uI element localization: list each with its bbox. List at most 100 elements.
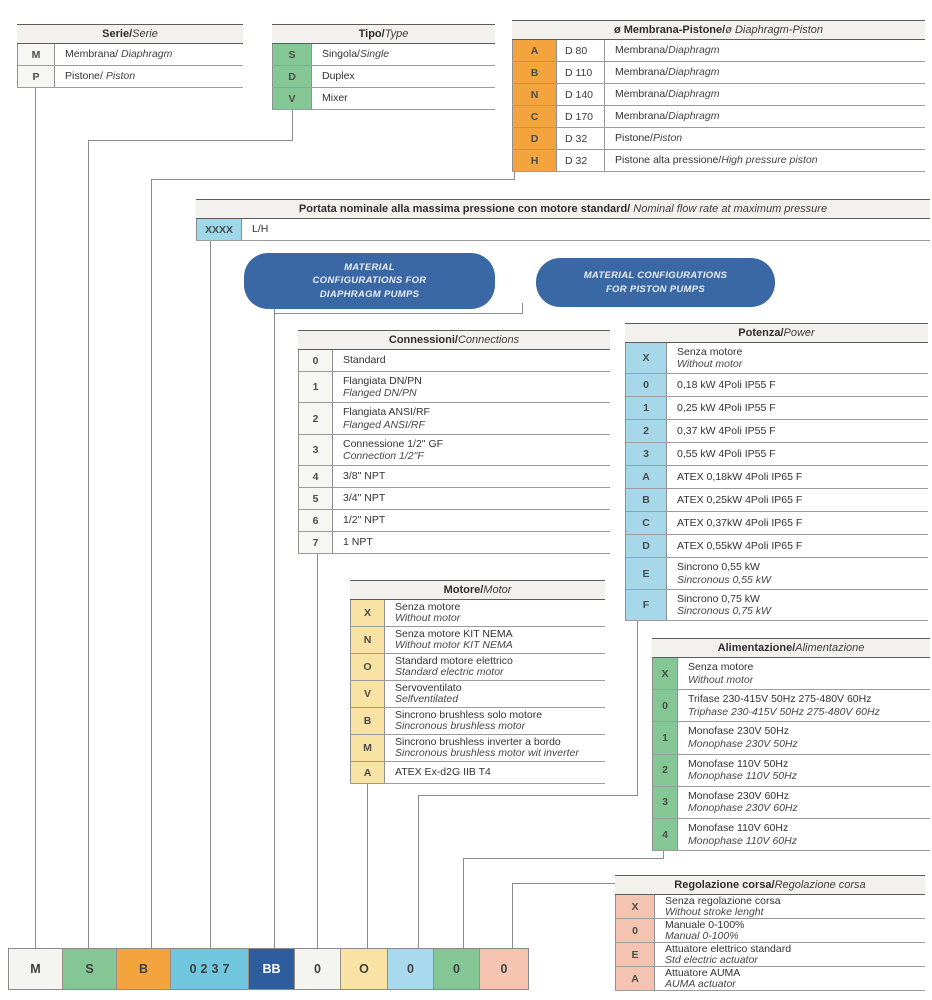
table-row: 0 Trifase 230-415V 50Hz 275-480V 60Hz Tr…	[652, 690, 930, 723]
example-code-cell: B	[117, 949, 171, 989]
connector-line	[151, 179, 515, 180]
connector-line	[88, 140, 89, 948]
code-cell: C	[625, 512, 667, 535]
description-cell: ATEX 0,18kW 4Poli IP65 F	[677, 471, 803, 484]
table-row: A D 80 Membrana/Diaphragm	[512, 40, 925, 62]
description-cell: L/H	[252, 223, 269, 236]
code-cell: H	[512, 150, 557, 171]
code-cell: 4	[298, 466, 333, 488]
code-cell: D	[625, 535, 667, 558]
example-code-value: 0	[407, 962, 414, 976]
code-cell: A	[350, 762, 385, 784]
example-code-cell: O	[341, 949, 388, 989]
description-cell: 1/2" NPT	[343, 514, 386, 527]
table-row: 5 3/4" NPT	[298, 488, 610, 511]
description-cell: Pistone alta pressione/High pressure pis…	[615, 154, 818, 167]
connector-line	[463, 858, 464, 948]
description-cell: Monofase 230V 60Hz Monophase 230V 60Hz	[688, 789, 798, 815]
table-row: 2 0,37 kW 4Poli IP55 F	[625, 420, 928, 444]
table-row: B ATEX 0,25kW 4Poli IP65 F	[625, 489, 928, 513]
table-row: B D 110 Membrana/Diaphragm	[512, 62, 925, 84]
description-cell: ATEX 0,55kW 4Poli IP65 F	[677, 540, 803, 553]
table-row: F Sincrono 0,75 kW Sincronous 0,75 kW	[625, 589, 928, 622]
connector-line	[317, 552, 318, 948]
code-cell: A	[615, 967, 655, 990]
table-row: D ATEX 0,55kW 4Poli IP65 F	[625, 535, 928, 559]
connector-line	[151, 179, 152, 948]
table-row: 4 3/8" NPT	[298, 466, 610, 489]
description-cell: Senza regolazione corsa Without stroke l…	[665, 895, 781, 918]
table-row: 7 1 NPT	[298, 532, 610, 555]
example-code-cell: 0	[295, 949, 341, 989]
code-cell: 4	[652, 818, 678, 851]
code-cell: 1	[652, 722, 678, 754]
table-stroke-adjustment-header: Regolazione corsa/Regolazione corsa	[615, 875, 925, 895]
description-cell: Sincrono brushless inverter a bordo Sinc…	[395, 736, 579, 760]
table-row: X Senza motore Without motor	[625, 343, 928, 375]
table-row: 3 0,55 kW 4Poli IP55 F	[625, 443, 928, 467]
description-cell: ATEX Ex-d2G IIB T4	[395, 766, 491, 779]
connector-line	[512, 883, 616, 884]
connector-line	[418, 795, 419, 948]
table-motor: Motore/Motor X Senza motore Without moto…	[350, 580, 605, 785]
example-code-cell: 0	[434, 949, 480, 989]
description-cell: Monofase 110V 50Hz Monophase 110V 50Hz	[688, 757, 797, 783]
table-row: B Sincrono brushless solo motore Sincron…	[350, 708, 605, 736]
code-cell: 0	[298, 350, 333, 371]
size-cell: D 32	[557, 128, 605, 149]
table-row: O Standard motore elettrico Standard ele…	[350, 654, 605, 682]
connector-line	[210, 234, 211, 948]
description-cell: 0,18 kW 4Poli IP55 F	[677, 379, 776, 392]
example-code-value: BB	[262, 962, 281, 976]
table-row: E Attuatore elettrico standard Std elect…	[615, 943, 925, 967]
table-tipo: Tipo/Type S Singola/Single D Duplex V	[272, 24, 495, 110]
table-row: 3 Monofase 230V 60Hz Monophase 230V 60Hz	[652, 786, 930, 819]
size-cell: D 80	[557, 40, 605, 61]
table-tipo-header: Tipo/Type	[272, 24, 495, 44]
code-cell: 7	[298, 532, 333, 554]
description-cell: ATEX 0,25kW 4Poli IP65 F	[677, 494, 803, 507]
connector-line	[418, 795, 638, 796]
table-row: E Sincrono 0,55 kW Sincronous 0,55 kW	[625, 558, 928, 590]
code-cell: 0	[625, 374, 667, 397]
material-box-line: MATERIAL	[344, 262, 395, 274]
code-cell: 3	[298, 434, 333, 466]
table-row: 0 Manuale 0-100% Manual 0-100%	[615, 919, 925, 943]
table-flow-rate-header: Portata nominale alla massima pressione …	[196, 199, 930, 219]
table-row: 2 Flangiata ANSI/RF Flanged ANSI/RF	[298, 403, 610, 435]
code-cell: B	[512, 62, 557, 83]
code-cell: 2	[652, 754, 678, 786]
connector-line	[512, 883, 513, 948]
code-cell: X	[615, 895, 655, 918]
table-motor-header: Motore/Motor	[350, 580, 605, 600]
size-cell: D 140	[557, 84, 605, 105]
description-cell: Membrana/Diaphragm	[615, 88, 720, 101]
code-cell: M	[17, 44, 55, 65]
description-cell: 3/8" NPT	[343, 470, 386, 483]
description-cell: 0,25 kW 4Poli IP55 F	[677, 402, 776, 415]
table-row: C ATEX 0,37kW 4Poli IP65 F	[625, 512, 928, 536]
connector-line	[88, 140, 293, 141]
description-cell: Senza motore Without motor	[395, 601, 461, 625]
table-row: P Pistone/ Piston	[17, 66, 243, 88]
table-row: V Servoventilato Selfventilated	[350, 681, 605, 709]
material-box-line: MATERIAL CONFIGURATIONS	[583, 270, 728, 282]
description-cell: 0,55 kW 4Poli IP55 F	[677, 448, 776, 461]
table-row: X Senza motore Without motor	[652, 658, 930, 691]
code-cell: E	[615, 943, 655, 966]
code-cell: N	[350, 627, 385, 654]
description-cell: Membrana/Diaphragm	[615, 44, 720, 57]
connector-line	[35, 82, 36, 948]
table-row: 1 Flangiata DN/PN Flanged DN/PN	[298, 372, 610, 404]
table-row: 0 0,18 kW 4Poli IP55 F	[625, 374, 928, 398]
code-cell: X	[652, 658, 678, 690]
table-serie: Serie/Serie M Membrana/ Diaphragm P Pist…	[17, 24, 243, 88]
code-cell: D	[512, 128, 557, 149]
code-cell: X	[625, 343, 667, 374]
example-code-value: O	[359, 962, 369, 976]
table-row: X Senza motore Without motor	[350, 600, 605, 628]
table-row: 1 0,25 kW 4Poli IP55 F	[625, 397, 928, 421]
code-cell: 2	[298, 403, 333, 434]
table-diaphragm-piston-header: ø Membrana-Pistone/ø Diaphragm-Piston	[512, 20, 925, 40]
